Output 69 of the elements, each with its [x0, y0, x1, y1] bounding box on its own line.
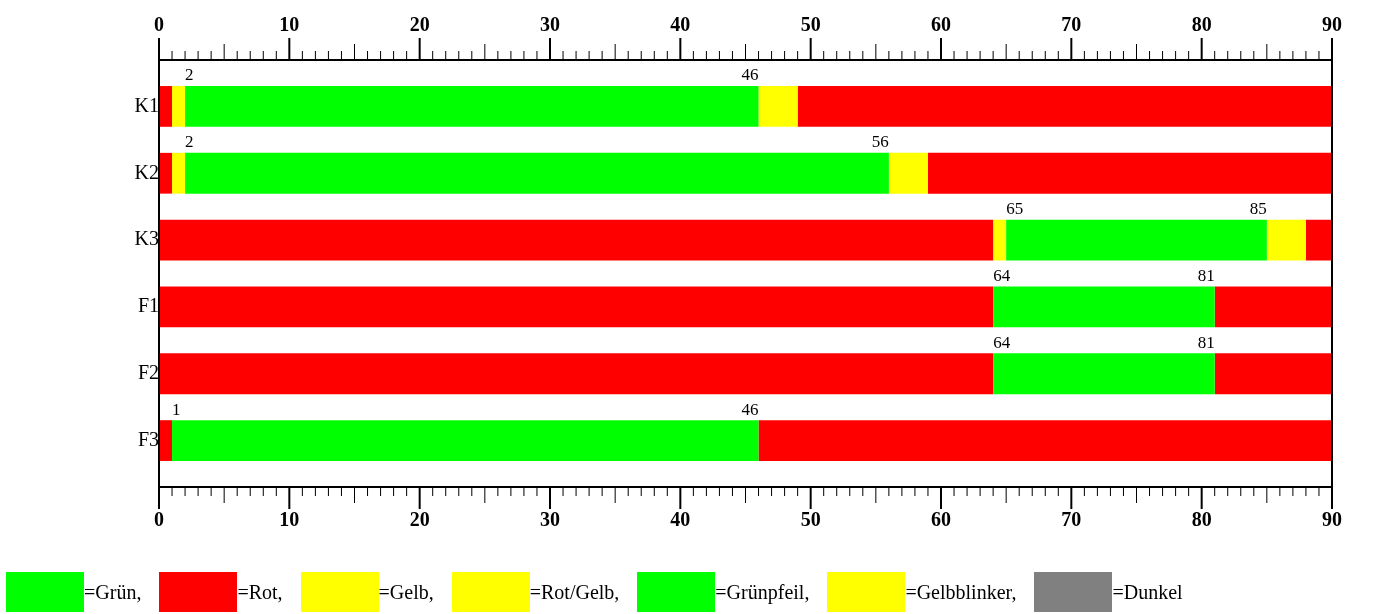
- x-tick-label: 60: [931, 508, 951, 531]
- x-tick-label: 10: [279, 508, 300, 531]
- annotation: 85: [1249, 199, 1267, 219]
- y-tick-label: K1: [104, 93, 159, 116]
- bar: [1305, 219, 1332, 261]
- bar: [993, 219, 1007, 261]
- x2-tick-label: 10: [279, 13, 300, 36]
- x-tick-label: 30: [540, 508, 560, 531]
- x2-tick-label: 70: [1061, 13, 1082, 36]
- y-tick-label: F2: [107, 361, 159, 383]
- annotation: 64: [993, 265, 1011, 285]
- x-tick-label: 50: [800, 508, 821, 531]
- x2-tick-label: 30: [540, 13, 560, 36]
- bar: [1006, 219, 1267, 261]
- legend-label: =Rot/Gelb,: [529, 580, 620, 604]
- legend-label: =Rot,: [237, 580, 283, 604]
- x2-tick-label: 80: [1191, 13, 1212, 36]
- annotation: 46: [741, 399, 759, 419]
- bar: [758, 86, 798, 127]
- bar: [1214, 286, 1332, 328]
- legend-label: =Gelb,: [378, 580, 434, 604]
- bar: [159, 420, 173, 461]
- x2-tick-label: 0: [154, 13, 164, 36]
- annotation: 64: [993, 332, 1011, 352]
- bar: [888, 152, 928, 194]
- annotation: 56: [871, 132, 889, 152]
- bar: [993, 353, 1215, 395]
- annotation: 46: [741, 65, 759, 85]
- bar: [172, 86, 186, 127]
- x2-tick-label: 60: [931, 13, 951, 36]
- bar: [797, 86, 1332, 127]
- legend-label: =Grünpfeil,: [715, 580, 810, 604]
- bar: [159, 353, 994, 395]
- x-tick-label: 20: [409, 508, 430, 531]
- bar: [993, 286, 1215, 328]
- bar: [159, 286, 994, 328]
- x2-tick-label: 90: [1322, 13, 1342, 36]
- bar: [1266, 219, 1306, 261]
- x2-tick-label: 50: [800, 13, 821, 36]
- bar: [159, 219, 994, 261]
- bar: [1214, 353, 1332, 395]
- bar: [172, 420, 759, 461]
- x-tick-label: 70: [1061, 508, 1082, 531]
- legend-label: =Gelbblinker,: [905, 580, 1017, 604]
- bar: [185, 86, 759, 127]
- x-tick-label: 90: [1322, 508, 1342, 531]
- legend-label: =Grün,: [84, 580, 142, 604]
- bar: [758, 420, 1332, 461]
- bar: [172, 152, 186, 194]
- annotation: 81: [1197, 332, 1215, 352]
- annotation: 2: [185, 65, 194, 85]
- x-tick-label: 80: [1191, 508, 1212, 531]
- legend-label: =Dunkel: [1112, 580, 1183, 604]
- annotation: 81: [1197, 265, 1215, 285]
- y-tick-label: K3: [104, 227, 159, 250]
- x2-tick-label: 40: [670, 13, 691, 36]
- annotation: 1: [172, 399, 181, 419]
- y-tick-label: F1: [107, 294, 159, 317]
- x-tick-label: 0: [154, 508, 164, 531]
- bar: [185, 152, 889, 194]
- x2-tick-label: 20: [409, 13, 430, 36]
- annotation: 65: [1006, 199, 1024, 219]
- annotation: 2: [185, 132, 194, 152]
- x-tick-label: 40: [670, 508, 691, 531]
- y-tick-label: K2: [104, 160, 159, 183]
- bar: [159, 152, 173, 194]
- bar: [159, 86, 173, 127]
- y-tick-label: F3: [107, 427, 159, 450]
- bar: [927, 152, 1332, 194]
